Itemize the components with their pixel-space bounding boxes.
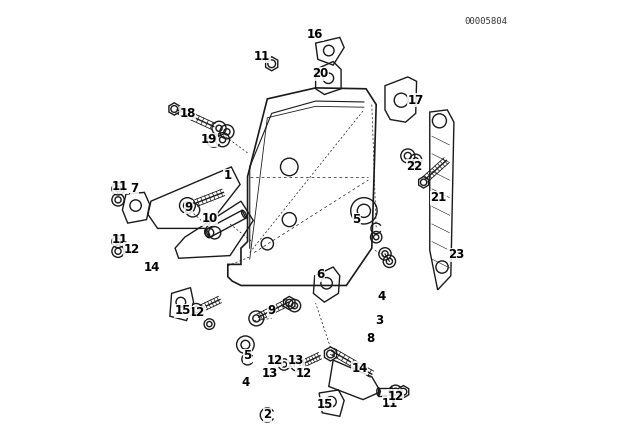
- Text: 12: 12: [295, 367, 312, 380]
- Text: 19: 19: [201, 133, 218, 146]
- Text: 5: 5: [352, 213, 360, 226]
- Text: 17: 17: [408, 94, 424, 107]
- Text: 3: 3: [375, 314, 383, 327]
- Text: 11: 11: [112, 180, 129, 193]
- Text: 00005804: 00005804: [465, 17, 508, 26]
- Text: 20: 20: [312, 67, 328, 80]
- Text: 6: 6: [316, 268, 324, 281]
- Text: 13: 13: [288, 354, 304, 367]
- Text: 11: 11: [112, 233, 129, 246]
- Text: 12: 12: [189, 306, 205, 319]
- Text: 14: 14: [351, 362, 368, 375]
- Text: 13: 13: [261, 367, 278, 380]
- Text: 18: 18: [179, 107, 196, 120]
- Text: 11: 11: [382, 396, 398, 409]
- Text: 12: 12: [387, 390, 404, 403]
- Text: 16: 16: [307, 28, 323, 41]
- Text: 12: 12: [266, 353, 282, 366]
- Text: 1: 1: [224, 169, 232, 182]
- Text: 9: 9: [184, 201, 193, 214]
- Text: 8: 8: [366, 332, 374, 345]
- Text: 4: 4: [241, 375, 250, 388]
- Text: 11: 11: [254, 50, 270, 63]
- Text: 12: 12: [124, 243, 140, 256]
- Text: 22: 22: [406, 159, 422, 172]
- Text: 23: 23: [448, 248, 464, 261]
- Text: 14: 14: [144, 261, 161, 275]
- Text: 21: 21: [431, 191, 447, 204]
- Text: 2: 2: [263, 409, 271, 422]
- Text: 10: 10: [201, 212, 218, 225]
- Text: 15: 15: [175, 305, 191, 318]
- Text: 9: 9: [268, 305, 276, 318]
- Text: 5: 5: [243, 349, 252, 362]
- Text: 15: 15: [316, 397, 333, 410]
- Text: 4: 4: [378, 290, 385, 303]
- Text: 7: 7: [131, 182, 139, 195]
